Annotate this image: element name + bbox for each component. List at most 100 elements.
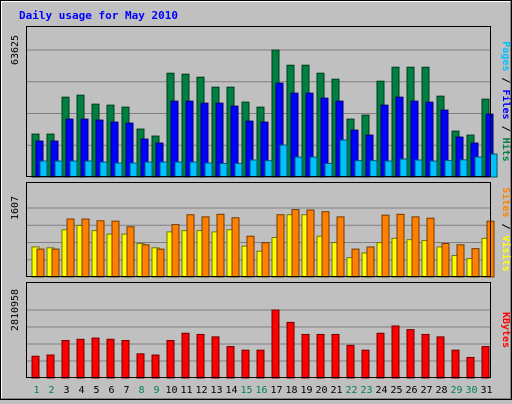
- bar-kbytes-day-5: [91, 337, 100, 379]
- plot-border: [26, 282, 491, 378]
- bar-kbytes-day-17: [271, 309, 280, 379]
- axis-label-separator: /: [500, 120, 511, 138]
- panel-hits-files-pages: 63625 Pages / Files / Hits: [10, 26, 512, 178]
- legend-files: Files: [500, 89, 512, 119]
- bar-sites-day-16: [261, 242, 270, 278]
- bar-sites-day-25: [396, 213, 405, 278]
- x-tick-label-day-30: 30: [465, 385, 477, 396]
- x-tick-label-day-3: 3: [63, 385, 69, 396]
- bar-kbytes-day-27: [421, 333, 430, 379]
- bar-kbytes-day-18: [286, 321, 295, 379]
- bar-pages-day-28: [444, 159, 453, 178]
- x-tick-label-day-21: 21: [330, 385, 342, 396]
- plot-border: [26, 26, 491, 177]
- x-tick-label-day-6: 6: [108, 385, 114, 396]
- legend-kbytes: KBytes: [500, 312, 511, 348]
- bar-kbytes-day-12: [196, 333, 205, 379]
- bar-sites-day-28: [441, 243, 450, 278]
- bar-pages-day-31: [489, 153, 498, 178]
- axis-label-separator: /: [500, 217, 511, 235]
- x-tick-label-day-9: 9: [153, 385, 159, 396]
- bar-pages-day-19: [309, 156, 318, 178]
- x-tick-label-day-31: 31: [480, 385, 492, 396]
- bar-kbytes-day-29: [451, 349, 460, 379]
- bar-sites-day-11: [186, 214, 195, 278]
- bar-kbytes-day-22: [346, 344, 355, 379]
- bar-pages-day-26: [414, 159, 423, 178]
- x-tick-label-day-19: 19: [300, 385, 312, 396]
- x-tick-label-day-12: 12: [195, 385, 207, 396]
- bar-kbytes-day-7: [121, 340, 130, 379]
- bar-pages-day-25: [399, 158, 408, 178]
- bar-pages-day-1: [39, 160, 48, 178]
- bar-sites-day-2: [51, 248, 60, 278]
- chart-panels: 63625 Pages / Files / Hits 1607 Sites / Vis…: [10, 26, 512, 379]
- legend-hits: Hits: [500, 138, 512, 162]
- bar-pages-day-22: [354, 160, 363, 178]
- bar-kbytes-day-8: [136, 353, 145, 379]
- bar-sites-day-1: [36, 248, 45, 278]
- bar-sites-day-12: [201, 216, 210, 278]
- bar-sites-day-21: [336, 216, 345, 278]
- legend-sites: Sites: [500, 187, 512, 217]
- bar-kbytes-day-13: [211, 336, 220, 379]
- plot-border: [26, 182, 491, 277]
- bar-sites-day-30: [471, 248, 480, 278]
- bar-pages-day-9: [159, 161, 168, 178]
- bar-kbytes-day-6: [106, 338, 115, 379]
- bar-sites-day-14: [231, 217, 240, 278]
- series-axis-label: KBytes: [500, 312, 511, 348]
- bar-sites-day-3: [66, 218, 75, 278]
- panel-visits-sites: 1607 Sites / Visits: [10, 182, 512, 278]
- bar-pages-day-6: [114, 162, 123, 178]
- bar-pages-day-5: [99, 161, 108, 178]
- x-tick-label-day-17: 17: [270, 385, 282, 396]
- bar-sites-day-19: [306, 209, 315, 278]
- bar-sites-day-29: [456, 244, 465, 278]
- bar-kbytes-day-15: [241, 349, 250, 379]
- bar-pages-day-21: [339, 139, 348, 178]
- x-tick-label-day-10: 10: [165, 385, 177, 396]
- bar-sites-day-8: [141, 244, 150, 278]
- bar-kbytes-day-3: [61, 340, 70, 379]
- x-tick-label-day-24: 24: [375, 385, 387, 396]
- x-tick-label-day-5: 5: [93, 385, 99, 396]
- series-kbytes: [31, 309, 490, 379]
- x-tick-label-day-25: 25: [390, 385, 402, 396]
- bar-sites-day-9: [156, 248, 165, 278]
- bar-pages-day-15: [249, 159, 258, 178]
- bar-sites-day-13: [216, 213, 225, 278]
- bar-kbytes-day-4: [76, 338, 85, 379]
- bar-pages-day-12: [204, 162, 213, 178]
- bar-pages-day-16: [264, 160, 273, 178]
- x-tick-label-day-13: 13: [210, 385, 222, 396]
- y-max-label: 1607: [10, 196, 21, 220]
- bar-sites-day-5: [96, 220, 105, 278]
- x-tick-label-day-22: 22: [345, 385, 357, 396]
- x-tick-label-day-4: 4: [78, 385, 84, 396]
- bar-kbytes-day-2: [46, 354, 55, 379]
- bar-sites-day-20: [321, 211, 330, 278]
- legend-visits: Visits: [500, 236, 512, 272]
- bar-kbytes-day-26: [406, 329, 415, 379]
- bar-sites-day-24: [381, 214, 390, 278]
- chart-title: Daily usage for May 2010: [19, 9, 178, 22]
- bar-pages-day-23: [369, 160, 378, 178]
- series-axis-label: Pages / Files / Hits: [500, 41, 512, 161]
- bar-sites-day-23: [366, 246, 375, 278]
- bar-kbytes-day-30: [466, 356, 475, 379]
- bar-pages-day-14: [234, 162, 243, 178]
- x-tick-label-day-23: 23: [360, 385, 372, 396]
- x-tick-label-day-2: 2: [48, 385, 54, 396]
- bar-kbytes-day-10: [166, 340, 175, 379]
- bar-pages-day-3: [69, 160, 78, 178]
- bar-sites-day-6: [111, 220, 120, 278]
- bar-kbytes-day-19: [301, 333, 310, 379]
- y-max-label: 63625: [10, 35, 21, 65]
- bar-kbytes-day-25: [391, 325, 400, 379]
- bar-pages-day-11: [189, 161, 198, 178]
- bar-kbytes-day-16: [256, 349, 265, 379]
